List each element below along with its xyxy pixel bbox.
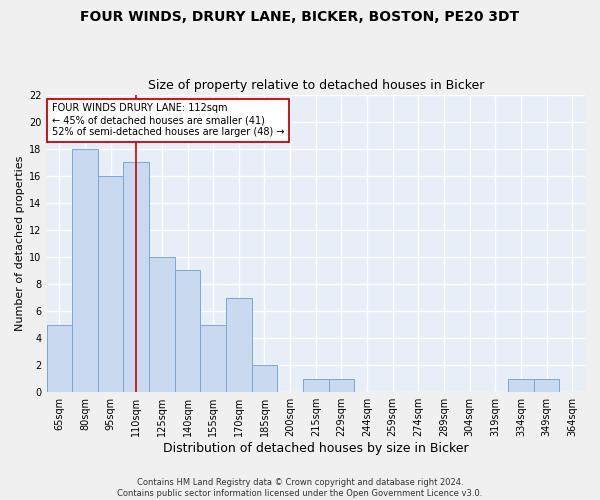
Bar [303, 378, 329, 392]
Bar [149, 257, 175, 392]
Bar [534, 378, 559, 392]
Bar [251, 365, 277, 392]
Text: FOUR WINDS, DRURY LANE, BICKER, BOSTON, PE20 3DT: FOUR WINDS, DRURY LANE, BICKER, BOSTON, … [80, 10, 520, 24]
Bar [329, 378, 354, 392]
Text: FOUR WINDS DRURY LANE: 112sqm
← 45% of detached houses are smaller (41)
52% of s: FOUR WINDS DRURY LANE: 112sqm ← 45% of d… [52, 104, 284, 136]
Bar [508, 378, 534, 392]
Bar [226, 298, 251, 392]
X-axis label: Distribution of detached houses by size in Bicker: Distribution of detached houses by size … [163, 442, 469, 455]
Y-axis label: Number of detached properties: Number of detached properties [15, 156, 25, 331]
Text: Contains HM Land Registry data © Crown copyright and database right 2024.
Contai: Contains HM Land Registry data © Crown c… [118, 478, 482, 498]
Bar [200, 324, 226, 392]
Bar [72, 148, 98, 392]
Bar [124, 162, 149, 392]
Bar [47, 324, 72, 392]
Bar [175, 270, 200, 392]
Title: Size of property relative to detached houses in Bicker: Size of property relative to detached ho… [148, 79, 484, 92]
Bar [98, 176, 124, 392]
